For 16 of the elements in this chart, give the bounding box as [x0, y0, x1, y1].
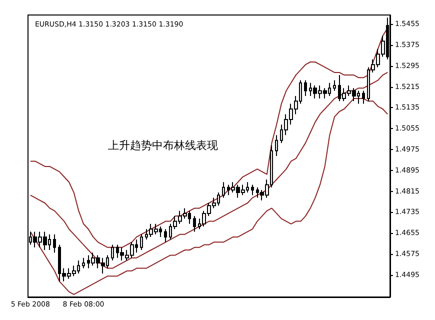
- candlestick: [164, 228, 167, 243]
- candlestick: [251, 184, 254, 196]
- line-series: [30, 28, 388, 248]
- candlestick: [140, 234, 143, 250]
- line-series: [30, 98, 388, 295]
- candlestick: [193, 216, 196, 232]
- line-series: [30, 72, 388, 269]
- candlestick: [304, 80, 307, 96]
- annotation: 上升趋势中布林线表现: [108, 139, 218, 152]
- candlestick: [333, 80, 336, 92]
- candlestick: [111, 244, 114, 261]
- candlestick: [362, 90, 365, 104]
- candlestick: [275, 134, 278, 156]
- candlestick: [222, 182, 225, 198]
- candlestick: [53, 234, 56, 254]
- candlestick: [82, 257, 85, 269]
